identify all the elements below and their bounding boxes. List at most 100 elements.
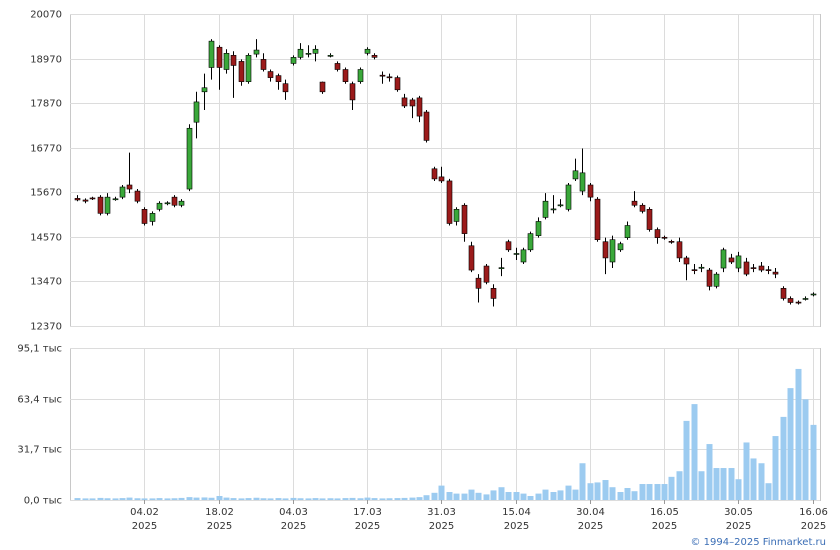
x-tick-label: 16.06 xyxy=(799,507,828,518)
volume-bar xyxy=(238,498,245,500)
x-tick-label: 16.05 xyxy=(650,507,679,518)
x-tick-label: 31.03 xyxy=(427,507,456,518)
volume-bar xyxy=(750,458,757,500)
volume-bar xyxy=(735,479,742,500)
volume-bar xyxy=(423,495,430,500)
candle-body xyxy=(446,180,453,224)
volume-bar xyxy=(282,498,289,500)
candle-body xyxy=(238,61,245,82)
candle-body xyxy=(260,59,267,70)
volume-bar xyxy=(230,498,237,500)
candle-body xyxy=(253,49,260,55)
volume-bar xyxy=(409,497,416,500)
candle-body xyxy=(223,53,230,70)
volume-bar xyxy=(520,493,527,500)
volume-bar xyxy=(134,498,141,500)
volume-bar xyxy=(431,492,438,500)
candle-body xyxy=(498,267,505,269)
candle-body xyxy=(423,111,430,141)
candle-body xyxy=(104,196,111,214)
candle-body xyxy=(780,288,787,299)
candle-body xyxy=(282,83,289,93)
volume-bar xyxy=(438,485,445,500)
candle-body xyxy=(416,97,423,117)
candle-body xyxy=(171,196,178,206)
candle-body xyxy=(683,257,690,265)
volume-bar xyxy=(765,483,772,500)
volume-bar xyxy=(334,498,341,500)
candle-body xyxy=(364,48,371,54)
volume-bar xyxy=(186,497,193,500)
x-tick-label: 30.05 xyxy=(724,507,753,518)
x-tick-year: 2025 xyxy=(207,521,232,532)
volume-bar xyxy=(483,494,490,500)
candle-body xyxy=(386,76,393,79)
volume-bar xyxy=(171,498,178,500)
volume-bar xyxy=(535,493,542,500)
volume-bar xyxy=(527,496,534,500)
candle-body xyxy=(178,200,185,206)
volume-bar xyxy=(342,498,349,500)
candle-body xyxy=(706,269,713,287)
volume-bar xyxy=(587,483,594,500)
volume-tick-label: 31,7 тыс xyxy=(17,445,62,456)
volume-bar xyxy=(267,498,274,500)
candle-body xyxy=(379,74,386,77)
y-tick-label: 20070 xyxy=(30,10,62,21)
volume-bar xyxy=(104,498,111,500)
volume-bar xyxy=(802,399,809,500)
candle-body xyxy=(141,209,148,224)
candle-body xyxy=(319,81,326,93)
volume-bar xyxy=(349,497,356,500)
candle-body xyxy=(475,277,482,289)
candle-body xyxy=(565,184,572,210)
candle-body xyxy=(691,269,698,271)
volume-bar xyxy=(787,388,794,500)
candle-body xyxy=(728,257,735,263)
volume-bar xyxy=(89,498,96,500)
candle-body xyxy=(112,198,119,201)
volume-bar xyxy=(691,404,698,500)
volume-bar xyxy=(394,498,401,500)
volume-bar xyxy=(468,489,475,500)
x-tick-label: 04.03 xyxy=(279,507,308,518)
candle-body xyxy=(409,99,416,107)
volume-bar xyxy=(208,497,215,500)
candle-body xyxy=(802,298,809,300)
volume-bar xyxy=(720,468,727,500)
candle-body xyxy=(394,77,401,91)
candle-body xyxy=(275,75,282,82)
candle-body xyxy=(297,48,304,58)
volume-bar xyxy=(312,498,319,500)
candle-body xyxy=(119,186,126,198)
volume-bar xyxy=(728,468,735,500)
candle-body xyxy=(230,55,237,66)
y-tick-label: 18970 xyxy=(30,55,62,66)
volume-bar xyxy=(565,485,572,500)
candle-body xyxy=(520,249,527,263)
candle-body xyxy=(431,168,438,180)
volume-bar xyxy=(609,487,616,500)
candle-body xyxy=(156,202,163,210)
candle-body xyxy=(661,236,668,239)
volume-bar xyxy=(676,471,683,500)
volume-bar xyxy=(119,498,126,500)
candle-body xyxy=(624,225,631,238)
candle-body xyxy=(720,249,727,269)
candle-body xyxy=(765,269,772,271)
candle-body xyxy=(639,204,646,212)
x-tick-label: 15.04 xyxy=(502,507,531,518)
volume-bar xyxy=(201,497,208,500)
volume-bar xyxy=(594,482,601,500)
x-tick-year: 2025 xyxy=(281,521,306,532)
candle-body xyxy=(312,48,319,54)
volume-bar xyxy=(74,498,81,500)
candle-body xyxy=(713,273,720,287)
volume-bar xyxy=(758,463,765,500)
candle-body xyxy=(201,87,208,93)
candle-body xyxy=(357,69,364,82)
volume-bar xyxy=(713,468,720,500)
volume-bar xyxy=(386,498,393,500)
candle-body xyxy=(490,288,497,299)
volume-bar xyxy=(178,497,185,500)
